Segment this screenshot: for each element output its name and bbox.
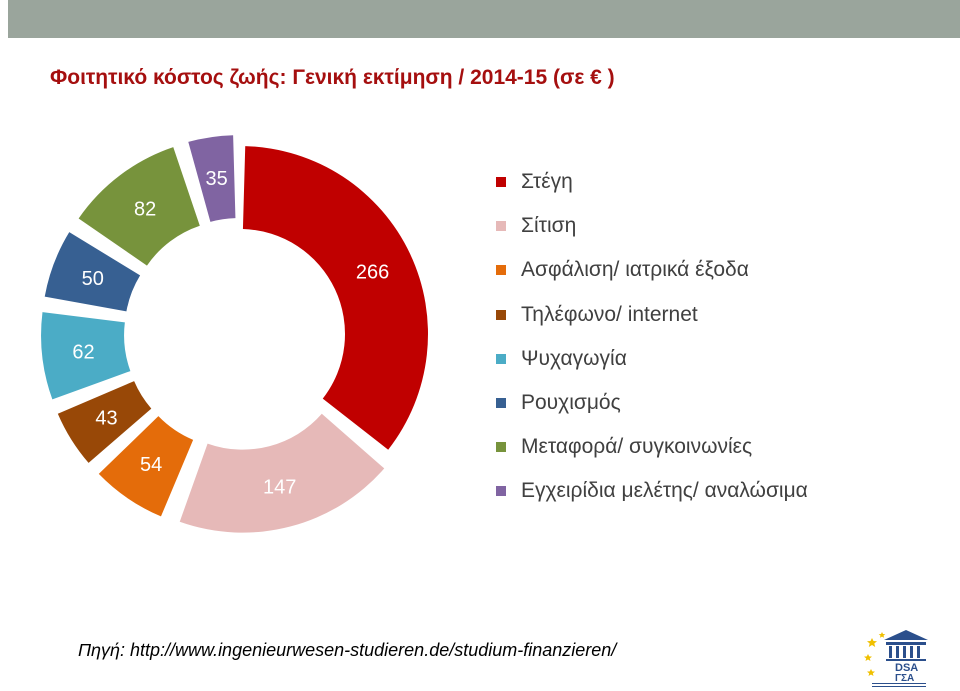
legend-label: Ασφάλιση/ ιατρικά έξοδα — [521, 258, 749, 282]
donut-slice — [242, 146, 429, 450]
donut-slice — [57, 381, 152, 463]
legend-label: Εγχειρίδια μελέτης/ αναλώσιμα — [521, 479, 808, 503]
legend-swatch — [496, 309, 506, 320]
slice-value-label: 50 — [82, 268, 104, 290]
slice-value-label: 62 — [72, 342, 94, 364]
legend-label: Τηλέφωνο/ internet — [521, 302, 698, 326]
page-title: Φοιτητικό κόστος ζωής: Γενική εκτίμηση /… — [50, 66, 615, 89]
legend-label: Στέγη — [521, 170, 573, 193]
slice-value-label: 43 — [95, 408, 117, 430]
donut-slice — [41, 312, 131, 400]
donut-slice — [44, 232, 141, 312]
slice-value-label: 54 — [140, 454, 162, 476]
legend-label: Ρουχισμός — [521, 390, 621, 414]
donut-slice — [179, 413, 385, 533]
donut-slice — [188, 135, 236, 222]
legend-label: Σίτιση — [521, 214, 577, 238]
slice-value-label: 147 — [263, 476, 296, 498]
legend-swatch — [496, 221, 506, 232]
slice-value-label: 35 — [206, 168, 228, 190]
donut-slice — [98, 416, 194, 517]
source-citation: Πηγή: http://www.ingenieurwesen-studiere… — [78, 640, 617, 660]
legend-swatch — [496, 265, 506, 276]
slice-value-label: 82 — [134, 198, 156, 220]
top-bar — [8, 0, 960, 38]
legend-swatch — [496, 486, 506, 497]
legend-swatch — [496, 353, 506, 364]
legend-label: Ψυχαγωγία — [521, 346, 627, 370]
legend-label: Μεταφορά/ συγκοινωνίες — [521, 435, 753, 459]
donut-slice — [78, 147, 200, 266]
legend-swatch — [496, 397, 506, 408]
legend-swatch — [496, 177, 506, 187]
svg-text:DSA: DSA — [895, 662, 918, 674]
dsa-school-logo-icon: DSA ΓΣΑ — [864, 630, 928, 687]
slice-value-label: 266 — [356, 262, 389, 284]
svg-text:ΓΣΑ: ΓΣΑ — [895, 673, 914, 684]
legend-swatch — [496, 442, 506, 453]
